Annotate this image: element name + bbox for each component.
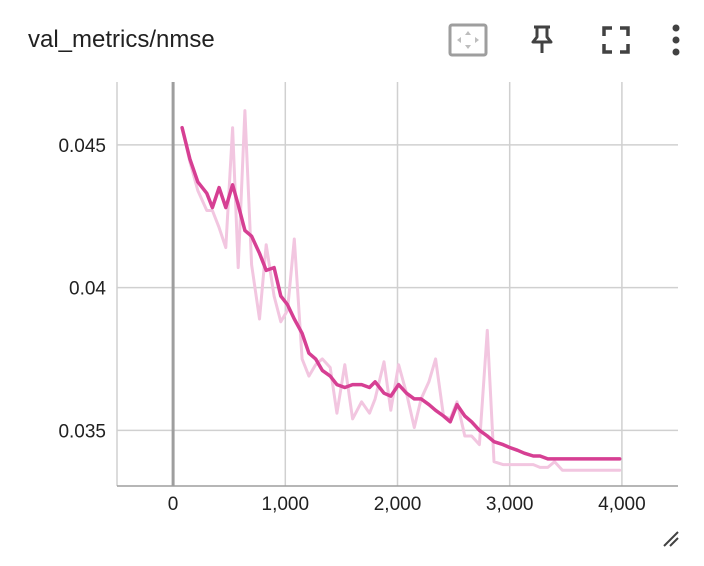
chart-toolbar: [418, 18, 686, 62]
raw-series-line: [180, 109, 622, 472]
x-tick-label: 1,000: [262, 494, 310, 515]
x-tick-label: 4,000: [598, 494, 646, 515]
more-menu-button[interactable]: [666, 18, 686, 62]
y-tick-label: 0.045: [58, 136, 106, 157]
fullscreen-button[interactable]: [592, 18, 640, 62]
fullscreen-icon: [602, 26, 630, 54]
y-tick-label: 0.035: [58, 421, 106, 442]
tick-labels: 0 1,000 2,000 3,000 4,000 0.035 0.04 0.045: [58, 136, 645, 515]
chart-title: val_metrics/nmse: [28, 26, 215, 53]
series-lines: [180, 109, 622, 472]
x-tick-label: 0: [168, 494, 179, 515]
more-vert-icon: [672, 24, 680, 56]
axes: [117, 82, 678, 487]
smoothed-series-line: [180, 125, 622, 461]
pin-button[interactable]: [518, 18, 566, 62]
grid-lines: [116, 82, 678, 486]
fit-domain-button[interactable]: [444, 18, 492, 62]
fit-to-data-icon: [448, 23, 488, 57]
x-tick-label: 2,000: [374, 494, 422, 515]
resize-handle-icon[interactable]: [662, 530, 680, 548]
y-tick-label: 0.04: [69, 279, 106, 300]
x-tick-label: 3,000: [486, 494, 534, 515]
pin-icon: [531, 25, 553, 53]
